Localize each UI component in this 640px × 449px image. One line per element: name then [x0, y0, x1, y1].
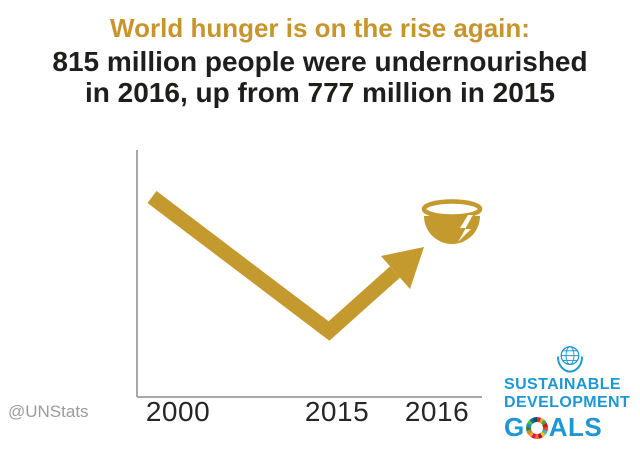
subtitle-line-2: in 2016, up from 777 million in 2015	[85, 77, 555, 109]
subtitle: 815 million people were undernourished i…	[0, 46, 640, 109]
x-axis-label-2016: 2016	[404, 396, 470, 427]
trend-line	[147, 191, 400, 341]
sdg-wheel-icon	[525, 416, 548, 439]
subtitle-line-1: 815 million people were undernourished	[52, 46, 588, 77]
cracked-bowl-icon	[421, 199, 483, 244]
sdg-text-development: DEVELOPMENT	[504, 393, 631, 411]
sdg-logo: SUSTAINABLE DEVELOPMENT G ALS	[504, 342, 636, 443]
sdg-text-sustainable: SUSTAINABLE	[504, 376, 621, 393]
crack-icon	[458, 215, 473, 242]
attribution-handle: @UNStats	[8, 402, 89, 421]
goals-als: ALS	[548, 412, 603, 443]
arrow-head-icon	[381, 247, 424, 289]
sdg-text-goals: G ALS	[504, 412, 636, 443]
x-axis-label-2000: 2000	[145, 396, 211, 427]
page-title: World hunger is on the rise again:	[110, 13, 530, 43]
goals-g: G	[504, 412, 525, 443]
un-emblem-icon	[557, 346, 583, 373]
x-axis-label-2015: 2015	[304, 396, 370, 427]
